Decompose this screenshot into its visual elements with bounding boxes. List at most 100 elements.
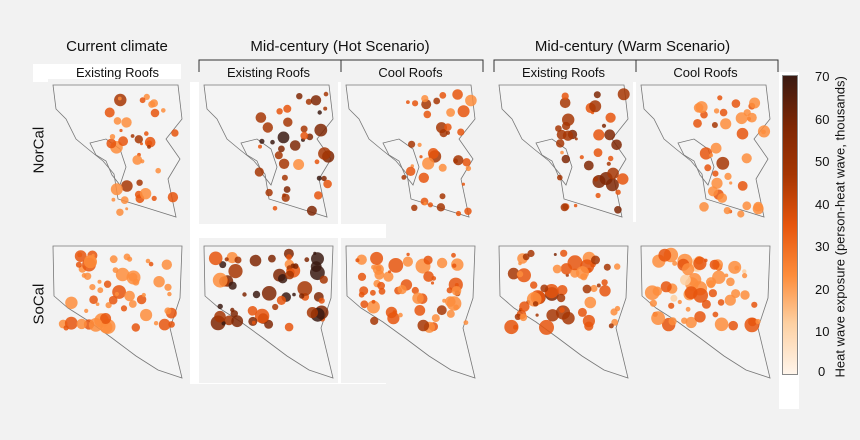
exposure-patch: [599, 285, 611, 297]
exposure-patch: [221, 321, 226, 326]
exposure-patch: [121, 180, 133, 192]
exposure-patch: [274, 151, 283, 160]
exposure-patch: [171, 129, 179, 137]
exposure-patch: [546, 309, 559, 322]
exposure-patch: [436, 257, 448, 269]
exposure-patch: [457, 128, 465, 136]
exposure-patch: [707, 280, 715, 289]
exposure-patch: [728, 260, 742, 274]
colorbar-tick: 10: [815, 324, 830, 339]
exposure-patch: [596, 283, 601, 288]
exposure-patch: [123, 253, 131, 261]
exposure-patch: [125, 207, 129, 211]
exposure-patch: [112, 267, 119, 273]
exposure-patch: [583, 160, 594, 171]
exposure-patch: [724, 294, 736, 306]
exposure-patch: [370, 316, 379, 325]
exposure-patch: [747, 112, 757, 123]
exposure-patch: [712, 270, 726, 284]
exposure-patch: [446, 296, 462, 311]
exposure-patch: [140, 142, 143, 146]
exposure-patch: [446, 130, 450, 135]
exposure-patch: [281, 193, 290, 202]
exposure-patch: [592, 175, 606, 188]
exposure-patch: [451, 286, 462, 296]
exposure-patch: [316, 175, 322, 181]
exposure-patch: [593, 176, 599, 182]
exposure-patch: [439, 193, 446, 200]
exposure-patch: [161, 108, 166, 113]
exposure-patch: [607, 167, 619, 180]
exposure-patch: [268, 254, 276, 263]
exposure-patch: [735, 112, 748, 125]
exposure-patch: [567, 255, 583, 271]
exposure-patch: [151, 195, 157, 201]
exposure-patch: [139, 188, 152, 200]
exposure-patch: [560, 203, 569, 212]
exposure-patch: [532, 301, 539, 307]
exposure-patch: [709, 153, 714, 158]
exposure-patch: [224, 315, 234, 326]
exposure-patch: [707, 186, 719, 197]
exposure-patch: [304, 257, 310, 263]
exposure-patch: [103, 280, 112, 288]
exposure-patch: [714, 317, 729, 332]
exposure-patch: [438, 163, 447, 172]
exposure-patch: [423, 255, 433, 265]
exposure-patch: [261, 286, 277, 301]
exposure-patch: [430, 281, 435, 285]
subtitle-backdrop: [33, 64, 181, 82]
exposure-patch: [519, 313, 528, 322]
exposure-patch: [119, 128, 123, 133]
exposure-patch: [141, 292, 146, 298]
exposure-patch: [314, 191, 323, 200]
exposure-patch: [262, 122, 273, 133]
exposure-patch: [552, 264, 562, 274]
exposure-patch: [601, 279, 608, 286]
exposure-patch: [283, 104, 292, 113]
exposure-patch: [436, 305, 447, 316]
exposure-patch: [559, 307, 565, 313]
exposure-patch: [83, 255, 97, 269]
exposure-patch: [709, 259, 720, 270]
exposure-patch: [444, 123, 452, 131]
exposure-patch: [617, 88, 630, 101]
exposure-patch: [276, 108, 283, 115]
exposure-patch: [76, 318, 87, 330]
exposure-patch: [292, 263, 299, 269]
exposure-patch: [726, 277, 735, 287]
exposure-patch: [557, 174, 563, 181]
exposure-patch: [731, 99, 741, 108]
exposure-patch: [314, 159, 320, 165]
exposure-patch: [164, 307, 172, 315]
exposure-patch: [272, 206, 278, 211]
exposure-patch: [421, 95, 429, 103]
exposure-patch: [377, 281, 385, 290]
exposure-patch: [259, 138, 265, 144]
exposure-patch: [153, 276, 165, 288]
exposure-patch: [321, 175, 327, 182]
exposure-patch: [455, 210, 462, 217]
exposure-patch: [611, 139, 622, 151]
exposure-patch: [556, 139, 565, 148]
exposure-patch: [717, 95, 723, 101]
exposure-patch: [724, 273, 729, 278]
exposure-patch: [412, 100, 419, 107]
exposure-patch: [464, 207, 472, 215]
exposure-patch: [276, 295, 286, 305]
exposure-patch: [113, 117, 122, 125]
exposure-patch: [753, 201, 764, 212]
exposure-patch: [148, 261, 154, 267]
exposure-patch: [595, 192, 601, 199]
exposure-patch: [562, 121, 571, 131]
exposure-patch: [406, 166, 416, 176]
exposure-patch: [140, 308, 153, 322]
exposure-patch: [439, 92, 447, 99]
exposure-patch: [402, 256, 413, 267]
exposure-patch: [247, 306, 258, 316]
exposure-patch: [685, 306, 691, 312]
exposure-patch: [286, 254, 292, 261]
exposure-patch: [582, 314, 595, 328]
exposure-patch: [668, 302, 675, 309]
exposure-patch: [606, 161, 611, 166]
